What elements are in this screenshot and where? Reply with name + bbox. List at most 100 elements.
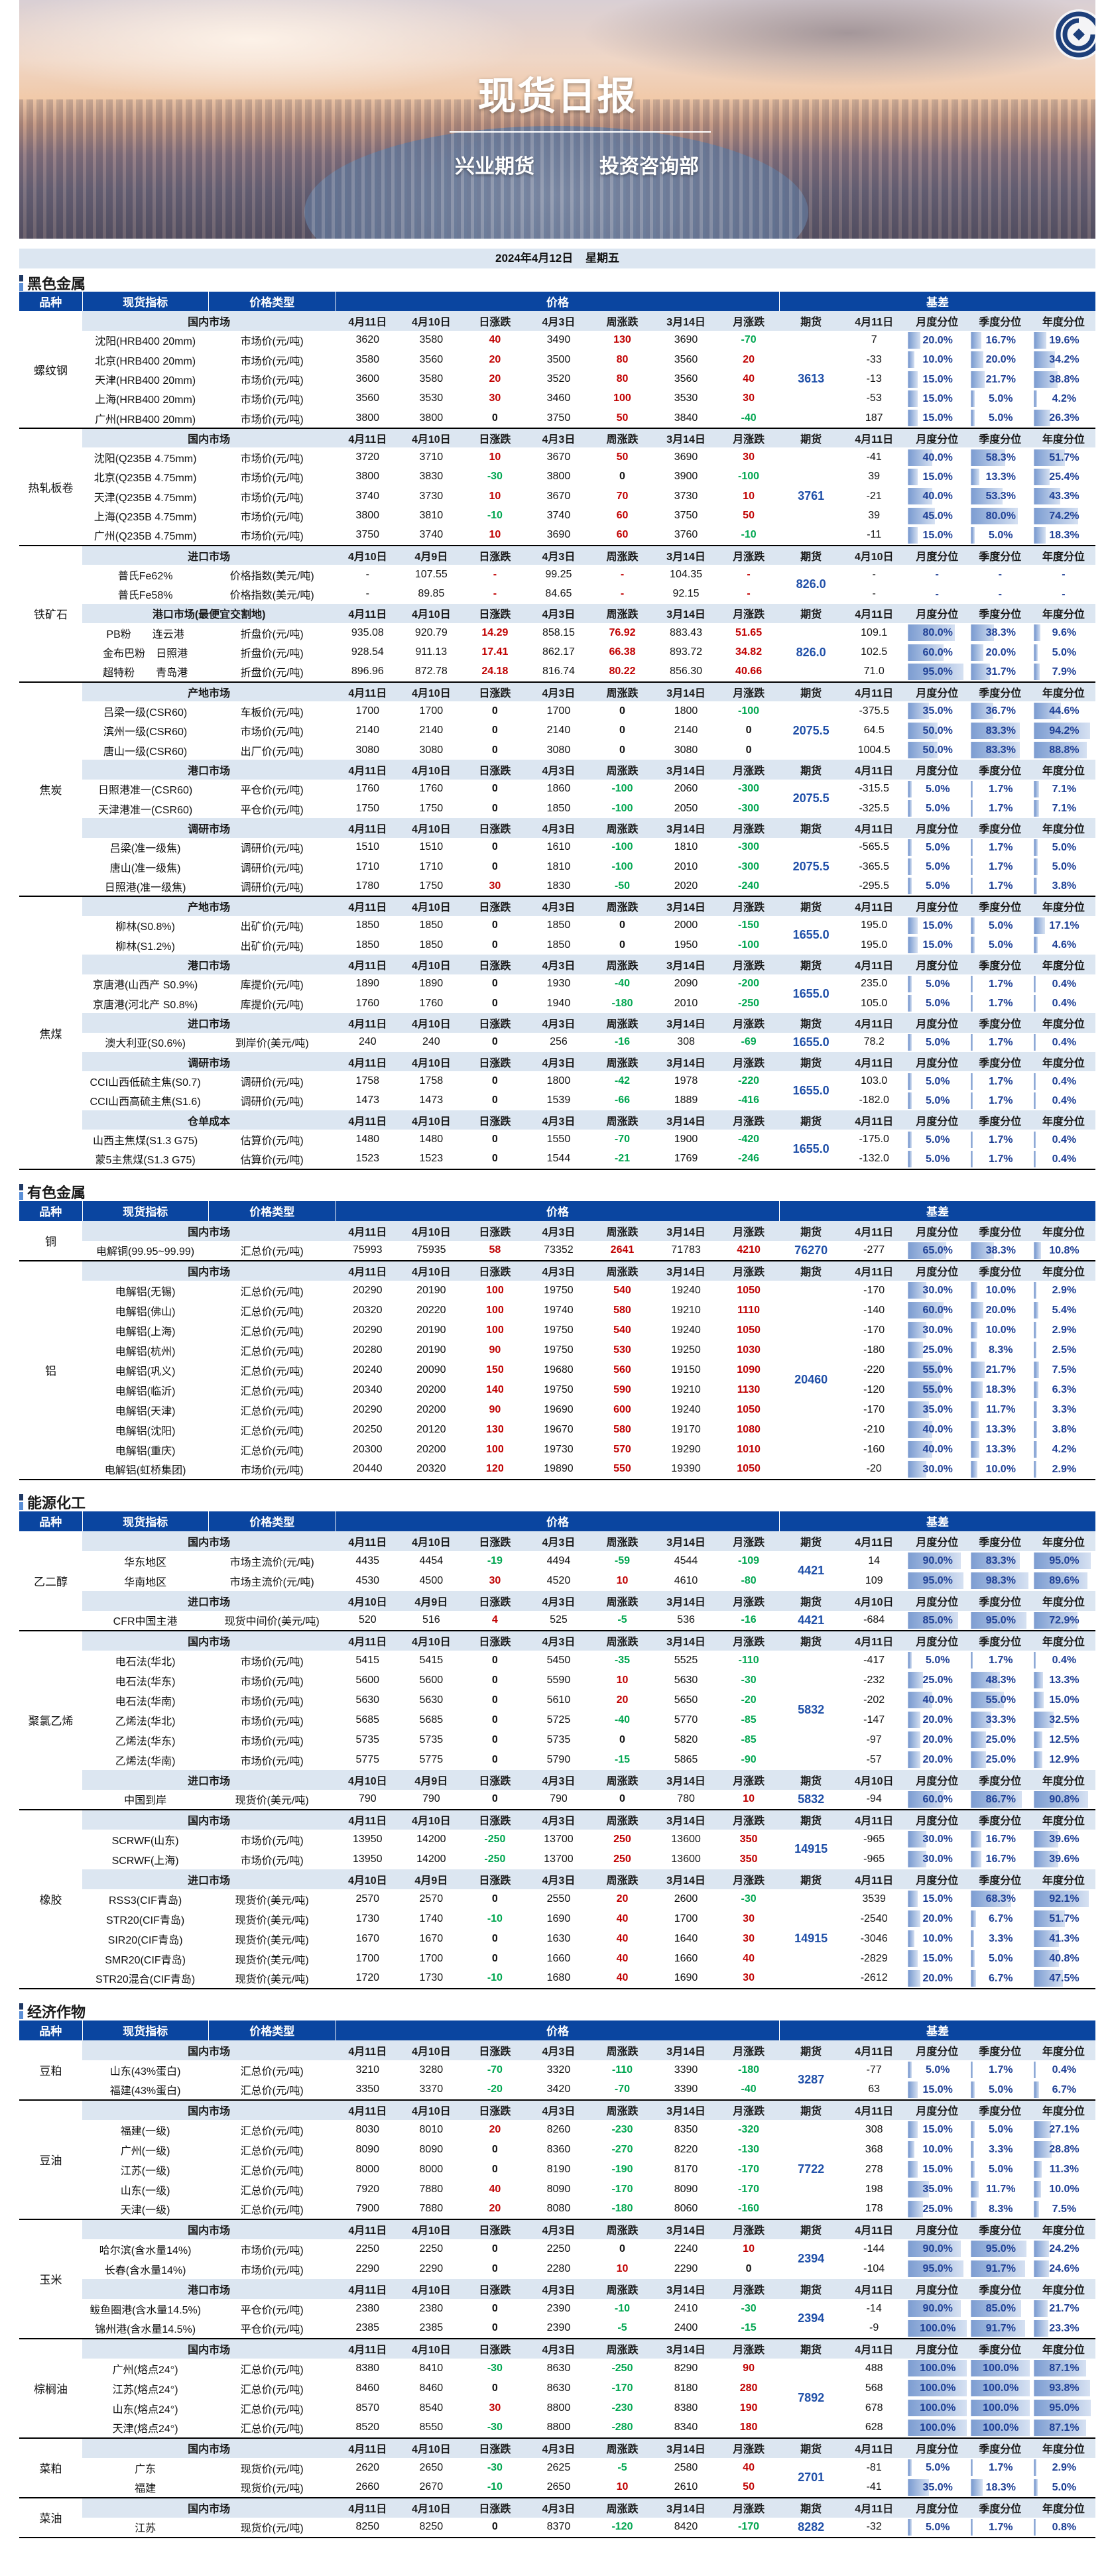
price-type: 折盘价(元/吨)	[208, 662, 336, 683]
price-type: 汇总价(元/吨)	[240, 1405, 304, 1417]
price-previous: 3830	[419, 471, 444, 483]
daily-change: 0	[491, 1694, 498, 1706]
price-previous: 2290	[419, 2262, 444, 2274]
percentile-fill	[971, 1381, 983, 1399]
column-header: 期货	[779, 760, 843, 780]
column-header: 日涨跌	[463, 955, 527, 974]
quarter-percentile-bar: 1.7%	[970, 975, 1030, 992]
price-month-ago: 3530	[674, 392, 698, 404]
percentile-fill	[971, 1910, 976, 1928]
percentile-fill	[971, 937, 975, 954]
month-percentile-bar: 15.0%	[907, 410, 967, 427]
month-percentile-bar: 5.0%	[907, 878, 967, 895]
percentile-fill	[908, 1362, 941, 1379]
market-label: 国内市场	[82, 1220, 336, 1241]
column-header: 月度分位	[905, 1110, 969, 1130]
column-header: 季度分位	[968, 1220, 1032, 1241]
percentile-fill	[1034, 526, 1046, 544]
year-percentile: 7.1%	[1032, 780, 1095, 799]
price-month-ago: 2240	[674, 2243, 698, 2254]
monthly-change: -	[747, 588, 751, 600]
percentile-fill	[1034, 331, 1047, 349]
daily-change: -250	[484, 1833, 506, 1845]
year-percentile-bar: 40.8%	[1033, 1950, 1093, 1967]
quarter-percentile-bar: 5.0%	[970, 917, 1030, 934]
quarter-percentile-bar: 1.7%	[970, 878, 1030, 895]
percentile-fill	[908, 1342, 924, 1359]
column-header: 月度分位	[905, 1220, 969, 1241]
price-current: 1890	[355, 978, 380, 990]
basis-value: 195.0	[861, 939, 888, 951]
quarter-percentile: 13.3%	[969, 467, 1032, 487]
spot-indicator: SCRWF(上海)	[111, 1855, 179, 1867]
subheader-row: 豆粕 国内市场 4月11日 4月10日 日涨跌 4月3日 周涨跌 3月14日 月涨跌 期货 4月11…	[19, 2040, 1095, 2101]
year-percentile: 25.4%	[1032, 467, 1095, 487]
column-header: 4月10日	[399, 2278, 463, 2299]
year-percentile: 92.1%	[1032, 1889, 1095, 1909]
column-header: 4月10日	[399, 1052, 463, 1072]
table-row: 电石法(华南) 市场价(元/吨) 5630 5630 0 5610 20 5650 -20 -20…	[19, 1690, 1095, 1710]
price-type: 平仓价(元/吨)	[240, 2304, 304, 2316]
year-percentile-bar: 4.2%	[1033, 1441, 1093, 1458]
percentile-value: 4.6%	[1052, 939, 1077, 951]
column-header: 月度分位	[905, 2497, 969, 2518]
year-percentile: 7.5%	[1031, 2199, 1095, 2220]
percentile-value: 5.0%	[925, 2462, 950, 2474]
futures-price: 3761	[779, 447, 843, 546]
table-header-row: 品种 现货指标 价格类型 价格 基差	[19, 2020, 1095, 2040]
monthly-change: -40	[717, 408, 780, 430]
spot-indicator: 普氏Fe62%	[117, 570, 173, 582]
percentile-fill	[1034, 351, 1055, 369]
spot-indicator: 天津(Q235B 4.75mm)	[93, 492, 197, 504]
price-type: 市场价(元/吨)	[240, 1676, 304, 1688]
quarter-percentile: 100.0%	[968, 2418, 1032, 2439]
percentile-fill	[908, 878, 912, 895]
basis-value: -13	[866, 373, 882, 385]
column-header: 日涨跌	[463, 1013, 527, 1033]
column-header: 4月11日	[336, 1013, 400, 1033]
price-week-ago: 13700	[544, 1833, 574, 1845]
column-header: 4月10日	[399, 1809, 463, 1830]
percentile-value: 20.0%	[985, 354, 1016, 366]
percentile-value: 19.6%	[1049, 334, 1079, 346]
price-week-ago: 5735	[546, 1733, 571, 1745]
month-percentile-bar: 15.0%	[907, 371, 967, 388]
price-current: 3800	[355, 510, 380, 522]
monthly-change: 30	[717, 1968, 780, 1989]
price-previous: 5775	[419, 1753, 444, 1765]
column-header: 4月11日	[842, 681, 906, 702]
weekly-change: 0	[590, 1789, 654, 1810]
column-header: 4月11日	[336, 1220, 400, 1241]
price-month-ago: 2060	[674, 783, 698, 795]
price-week-ago: 8800	[526, 2418, 591, 2439]
column-header: 4月11日	[336, 2497, 400, 2518]
percentile-value: 95.0%	[985, 2243, 1016, 2255]
section-marker-icon	[19, 2003, 23, 2020]
market-label: 调研市场	[82, 1052, 336, 1072]
month-percentile: 25.0%	[906, 1670, 969, 1690]
spot-indicator: 电石法(华南)	[115, 1696, 176, 1708]
percentile-value: 40.0%	[922, 1444, 953, 1456]
price-week-ago: 1850	[546, 802, 571, 814]
percentile-value: 5.0%	[925, 1036, 950, 1048]
year-percentile-bar: 9.6%	[1033, 624, 1093, 642]
percentile-value: 35.0%	[922, 2184, 953, 2195]
month-percentile: 60.0%	[905, 1789, 969, 1810]
column-header: 4月11日	[842, 1630, 906, 1651]
quarter-percentile: 5.0%	[969, 389, 1032, 408]
percentile-value: 12.9%	[1049, 1754, 1079, 1766]
column-header: 期货	[779, 2338, 843, 2359]
table-row: 电解铝(杭州) 汇总价(元/吨) 20280 20190 90 19750 530 19250…	[19, 1340, 1095, 1360]
year-percentile: 17.1%	[1032, 916, 1095, 935]
title-divider	[450, 131, 711, 133]
percentile-fill	[971, 1611, 1027, 1629]
column-header: 3月14日	[654, 2219, 718, 2239]
price-previous: 2570	[419, 1893, 444, 1904]
price-previous: 790	[399, 1789, 463, 1810]
daily-change: 120	[463, 1459, 527, 1480]
basis-value: -14	[866, 2302, 882, 2314]
table-row: 北京(HRB400 20mm) 市场价(元/吨) 3580 3560 20 3500 80 3…	[19, 350, 1095, 369]
year-percentile: 0.4%	[1031, 1149, 1095, 1170]
monthly-change: -100	[738, 939, 760, 951]
column-header: 4月11日	[842, 2219, 906, 2239]
